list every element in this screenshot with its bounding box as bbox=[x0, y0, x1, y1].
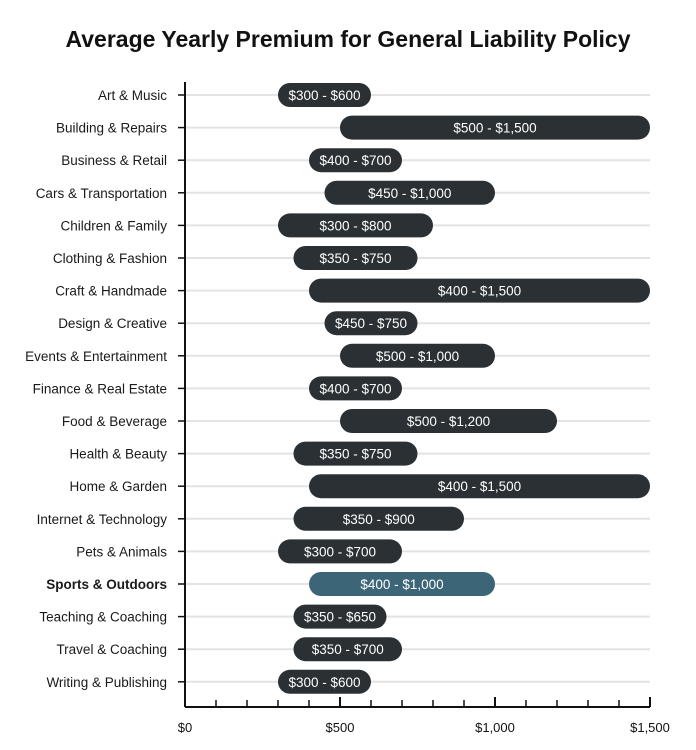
bar-label-building-repairs: $500 - $1,500 bbox=[453, 121, 536, 136]
bar-label-internet-technology: $350 - $900 bbox=[343, 512, 415, 527]
bar-label-food-beverage: $500 - $1,200 bbox=[407, 414, 490, 429]
x-tick-label: $1,000 bbox=[475, 720, 515, 735]
bar-label-events-entertainment: $500 - $1,000 bbox=[376, 349, 459, 364]
bar-label-health-beauty: $350 - $750 bbox=[319, 447, 391, 462]
bar-events-entertainment bbox=[340, 343, 495, 368]
category-label-teaching-coaching: Teaching & Coaching bbox=[39, 610, 167, 625]
bar-label-craft-handmade: $400 - $1,500 bbox=[438, 284, 521, 299]
bar-label-art-music: $300 - $600 bbox=[288, 88, 360, 103]
bar-children-family bbox=[278, 213, 433, 238]
bar-label-home-garden: $400 - $1,500 bbox=[438, 479, 521, 494]
bar-cars-transportation bbox=[324, 180, 495, 205]
category-label-art-music: Art & Music bbox=[98, 88, 167, 103]
axes: Art & Music Building & Repairs Business & … bbox=[25, 82, 670, 735]
bar-food-beverage bbox=[340, 409, 557, 433]
bar-home-garden bbox=[309, 474, 650, 499]
chart-title: Average Yearly Premium for General Liabi… bbox=[65, 26, 631, 52]
bars: $300 - $600 $500 - $1,500 $400 - $700 $450 … bbox=[278, 83, 650, 694]
bar-label-business-retail: $400 - $700 bbox=[319, 153, 391, 168]
bar-art-music bbox=[278, 83, 371, 107]
bar-label-teaching-coaching: $350 - $650 bbox=[304, 610, 376, 625]
category-label-events-entertainment: Events & Entertainment bbox=[25, 349, 167, 364]
bar-label-writing-publishing: $300 - $600 bbox=[288, 675, 360, 690]
bar-label-design-creative: $450 - $750 bbox=[335, 316, 407, 331]
bar-health-beauty bbox=[293, 441, 418, 466]
bar-sports-outdoors bbox=[309, 572, 495, 596]
category-label-internet-technology: Internet & Technology bbox=[37, 512, 168, 527]
category-label-pets-animals: Pets & Animals bbox=[76, 544, 167, 559]
bar-building-repairs bbox=[340, 115, 650, 140]
bar-label-children-family: $300 - $800 bbox=[319, 218, 391, 233]
bar-label-clothing-fashion: $350 - $750 bbox=[319, 251, 391, 266]
bar-business-retail bbox=[309, 148, 402, 173]
category-label-craft-handmade: Craft & Handmade bbox=[55, 284, 167, 299]
category-label-home-garden: Home & Garden bbox=[69, 479, 167, 494]
bar-internet-technology bbox=[293, 506, 464, 531]
bar-design-creative bbox=[324, 311, 418, 336]
category-label-food-beverage: Food & Beverage bbox=[62, 414, 167, 429]
category-label-business-retail: Business & Retail bbox=[61, 153, 167, 168]
bar-clothing-fashion bbox=[293, 246, 418, 270]
category-label-building-repairs: Building & Repairs bbox=[56, 121, 167, 136]
bar-travel-coaching bbox=[293, 637, 402, 662]
bar-pets-animals bbox=[278, 539, 402, 564]
category-label-travel-coaching: Travel & Coaching bbox=[56, 642, 167, 657]
category-label-design-creative: Design & Creative bbox=[58, 316, 167, 331]
bar-label-travel-coaching: $350 - $700 bbox=[312, 642, 384, 657]
bar-label-cars-transportation: $450 - $1,000 bbox=[368, 186, 451, 201]
bar-finance-real-estate bbox=[309, 376, 402, 401]
bar-label-finance-real-estate: $400 - $700 bbox=[319, 381, 391, 396]
bar-writing-publishing bbox=[278, 669, 371, 694]
category-label-cars-transportation: Cars & Transportation bbox=[36, 186, 167, 201]
category-label-writing-publishing: Writing & Publishing bbox=[46, 675, 167, 690]
category-label-sports-outdoors: Sports & Outdoors bbox=[46, 577, 167, 592]
x-tick-label: $500 bbox=[326, 720, 355, 735]
bar-label-sports-outdoors: $400 - $1,000 bbox=[360, 577, 443, 592]
category-label-health-beauty: Health & Beauty bbox=[69, 447, 167, 462]
category-label-children-family: Children & Family bbox=[60, 218, 167, 233]
bar-craft-handmade bbox=[309, 278, 650, 303]
bar-label-pets-animals: $300 - $700 bbox=[304, 544, 376, 559]
category-label-finance-real-estate: Finance & Real Estate bbox=[33, 381, 167, 396]
x-tick-label: $1,500 bbox=[630, 720, 670, 735]
bar-teaching-coaching bbox=[293, 604, 387, 629]
x-tick-label: $0 bbox=[178, 720, 192, 735]
category-label-clothing-fashion: Clothing & Fashion bbox=[53, 251, 167, 266]
